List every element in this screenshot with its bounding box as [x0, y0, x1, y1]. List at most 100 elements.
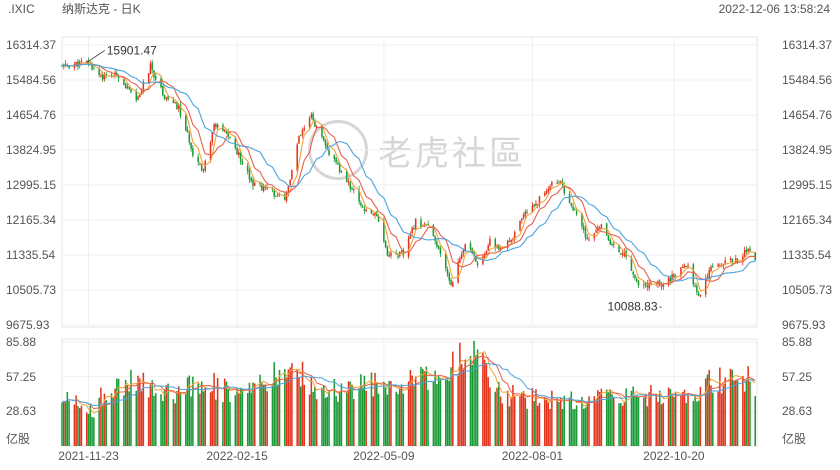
- candle-body: [475, 256, 477, 262]
- volume-bar: [151, 380, 153, 446]
- candle-body: [482, 256, 484, 265]
- volume-ma10-line: [61, 354, 756, 410]
- volume-bar: [650, 385, 652, 446]
- volume-bar: [609, 389, 611, 446]
- volume-bar: [204, 387, 207, 446]
- candle-body: [75, 62, 77, 66]
- candle-body: [225, 130, 228, 134]
- candle-body: [80, 60, 83, 62]
- volume-bar: [531, 388, 534, 446]
- volume-bar: [545, 399, 548, 446]
- candle-body: [310, 114, 313, 118]
- candle-body: [135, 91, 138, 101]
- volume-bar: [731, 369, 734, 446]
- volume-bar: [162, 401, 164, 446]
- candle-body: [174, 102, 176, 104]
- volume-bar: [512, 385, 514, 446]
- volume-bar: [321, 387, 323, 446]
- candle-body: [644, 282, 647, 285]
- volume-bar: [253, 383, 256, 446]
- volume-bar: [238, 393, 240, 446]
- candle-body: [673, 273, 675, 278]
- volume-bar: [197, 383, 199, 446]
- candle-body: [427, 224, 429, 226]
- candle-body: [696, 285, 698, 293]
- volume-bar: [724, 377, 726, 446]
- volume-bar: [172, 399, 175, 446]
- volume-bar: [710, 385, 712, 446]
- volume-bar: [285, 377, 288, 446]
- volume-bar: [568, 397, 571, 446]
- volume-bar: [192, 376, 194, 446]
- volume-bar: [423, 371, 426, 446]
- volume-bar: [722, 383, 725, 446]
- volume-bar: [437, 376, 440, 446]
- candle-body: [584, 228, 587, 238]
- candle-body: [103, 74, 106, 80]
- volume-bar: [176, 390, 178, 446]
- volume-bar: [646, 406, 649, 446]
- volume-bar: [625, 388, 627, 446]
- candle-body: [197, 156, 199, 163]
- candle-body: [200, 164, 203, 171]
- volume-bar: [598, 391, 601, 446]
- volume-tick-right: 28.63: [782, 404, 813, 419]
- volume-bar: [501, 403, 504, 446]
- volume-bar: [513, 396, 516, 446]
- volume-bar: [593, 396, 596, 446]
- volume-bar: [98, 397, 100, 446]
- candle-body: [618, 244, 620, 252]
- volume-bar: [103, 393, 106, 446]
- price-annotation: 10088.83: [607, 300, 657, 314]
- candle-body: [452, 282, 454, 287]
- candle-body: [549, 186, 551, 190]
- candle-body: [211, 131, 214, 143]
- volume-bar: [372, 396, 375, 446]
- candle-body: [101, 74, 104, 80]
- volume-bar: [657, 401, 659, 446]
- candle-body: [712, 265, 714, 267]
- volume-bar: [301, 361, 304, 446]
- volume-bar: [333, 378, 336, 446]
- volume-bar: [407, 381, 410, 446]
- volume-bar: [276, 384, 279, 446]
- volume-bar: [475, 355, 477, 446]
- candle-body: [448, 273, 451, 281]
- volume-bar: [273, 362, 275, 446]
- watermark-text: 老虎社區: [378, 134, 526, 173]
- candle-body: [692, 264, 695, 285]
- volume-bar: [296, 369, 298, 446]
- volume-bar: [126, 385, 129, 446]
- candle-body: [650, 282, 652, 284]
- volume-bar: [586, 401, 588, 446]
- volume-bar: [735, 379, 737, 446]
- volume-bar: [549, 409, 551, 446]
- volume-bar: [68, 400, 70, 446]
- volume-bar: [692, 400, 695, 446]
- volume-bar: [114, 388, 116, 446]
- price-tick-left: 12165.34: [6, 213, 57, 227]
- volume-bar: [439, 378, 442, 446]
- candle-body: [223, 129, 226, 132]
- candle-body: [720, 266, 723, 268]
- candle-body: [535, 203, 537, 206]
- candle-body: [611, 243, 613, 245]
- volume-bar: [241, 388, 244, 446]
- candle-body: [489, 238, 491, 246]
- volume-bar: [612, 396, 615, 446]
- volume-bar: [706, 374, 709, 446]
- volume-bar: [377, 393, 380, 446]
- candle-body: [572, 206, 574, 211]
- candle-body: [710, 266, 712, 272]
- price-panel-frame: [61, 36, 758, 328]
- volume-bar: [524, 397, 527, 446]
- candle-body: [464, 244, 466, 251]
- candle-body: [271, 188, 274, 190]
- candle-body: [128, 87, 130, 89]
- volume-bar: [487, 377, 489, 446]
- volume-bar: [234, 395, 237, 446]
- volume-bar: [425, 366, 428, 446]
- volume-bar: [85, 412, 88, 446]
- volume-bar: [489, 387, 491, 446]
